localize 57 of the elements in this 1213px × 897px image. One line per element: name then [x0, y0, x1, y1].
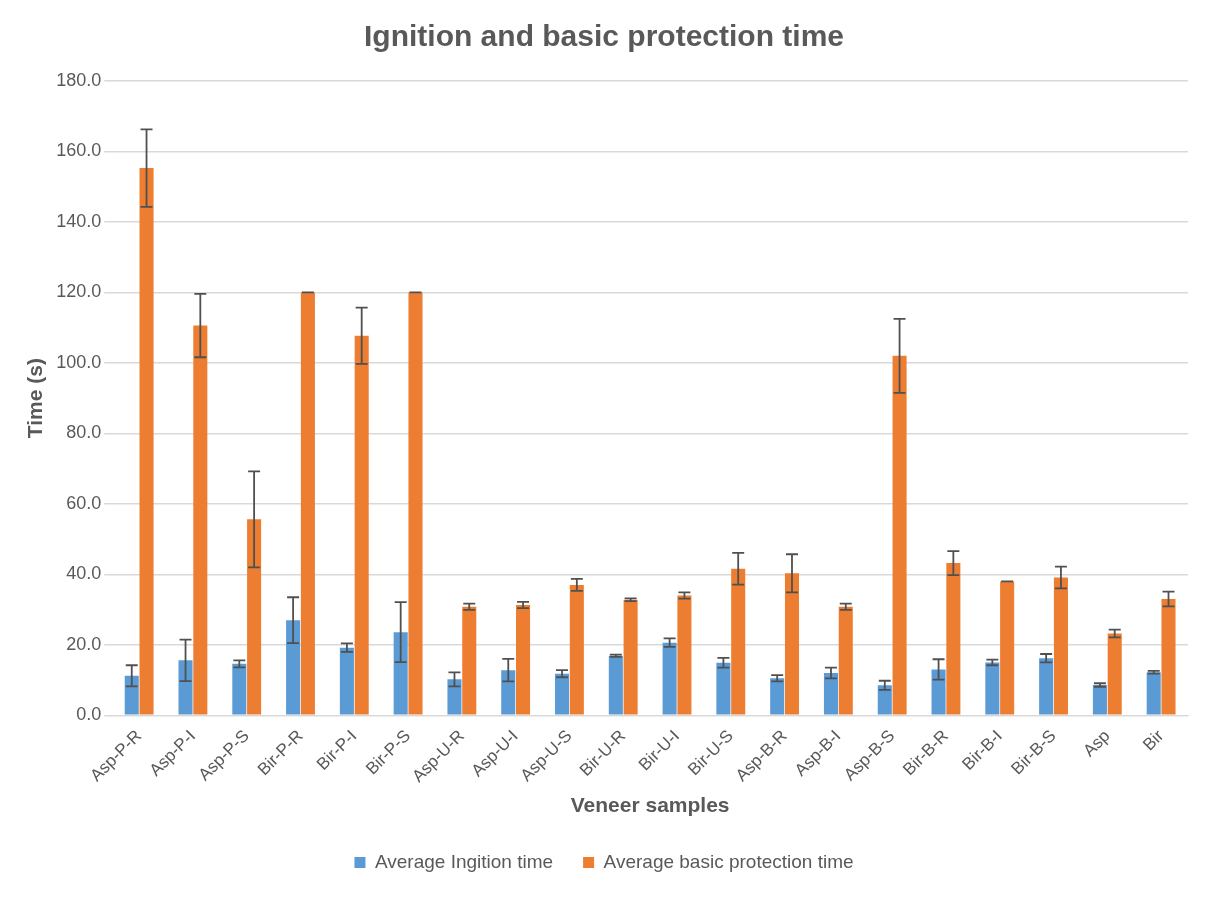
- bar: [1161, 599, 1176, 715]
- bar: [139, 168, 154, 715]
- chart-title: Ignition and basic protection time: [363, 19, 845, 53]
- bar: [716, 662, 731, 715]
- x-tick-label: Asp: [1079, 726, 1114, 761]
- bar: [178, 660, 193, 715]
- y-tick-label: 80.0: [66, 422, 102, 443]
- bar: [1053, 577, 1068, 715]
- bar: [985, 662, 1000, 715]
- y-axis-title: Time (s): [23, 358, 47, 439]
- bar: [516, 605, 531, 715]
- bar: [770, 678, 785, 715]
- bar: [569, 584, 584, 715]
- y-tick-label: 100.0: [56, 351, 102, 372]
- bar: [339, 647, 354, 715]
- bar: [193, 325, 208, 715]
- bar: [1107, 633, 1122, 715]
- bar: [1000, 581, 1015, 715]
- bar: [501, 670, 516, 715]
- bar: [354, 335, 369, 715]
- y-tick-label: 0.0: [76, 704, 102, 725]
- bar: [608, 655, 623, 715]
- legend-label: Average Ingition time: [374, 850, 554, 872]
- bar: [247, 519, 262, 715]
- y-tick-label: 60.0: [66, 492, 102, 513]
- y-tick-label: 20.0: [66, 633, 102, 654]
- bar: [623, 599, 638, 715]
- bar: [946, 563, 961, 715]
- bar: [124, 675, 139, 715]
- legend-label: Average basic protection time: [603, 850, 854, 872]
- y-tick-label: 160.0: [56, 140, 102, 161]
- bar: [232, 663, 247, 715]
- bar: [408, 292, 423, 715]
- bar: [1039, 658, 1054, 715]
- x-tick-label: Bir: [1139, 725, 1168, 755]
- bar: [447, 679, 462, 715]
- bar: [677, 595, 692, 715]
- bar: [462, 606, 477, 715]
- bar: [1146, 672, 1161, 715]
- bar: [662, 642, 677, 715]
- bar: [1092, 684, 1107, 715]
- bar: [838, 606, 853, 715]
- bar: [931, 669, 946, 715]
- y-tick-label: 120.0: [56, 281, 102, 302]
- bar: [555, 673, 570, 715]
- bar: [393, 632, 408, 715]
- bar: [286, 620, 301, 715]
- y-tick-label: 140.0: [56, 210, 102, 231]
- bar: [784, 573, 800, 715]
- y-tick-label: 40.0: [66, 563, 102, 584]
- bar: [892, 355, 907, 715]
- y-tick-label: 180.0: [56, 69, 102, 90]
- bar: [823, 673, 839, 715]
- x-axis-title: Veneer samples: [570, 793, 730, 817]
- bar: [731, 568, 746, 715]
- bar: [300, 292, 315, 715]
- bar: [877, 685, 892, 715]
